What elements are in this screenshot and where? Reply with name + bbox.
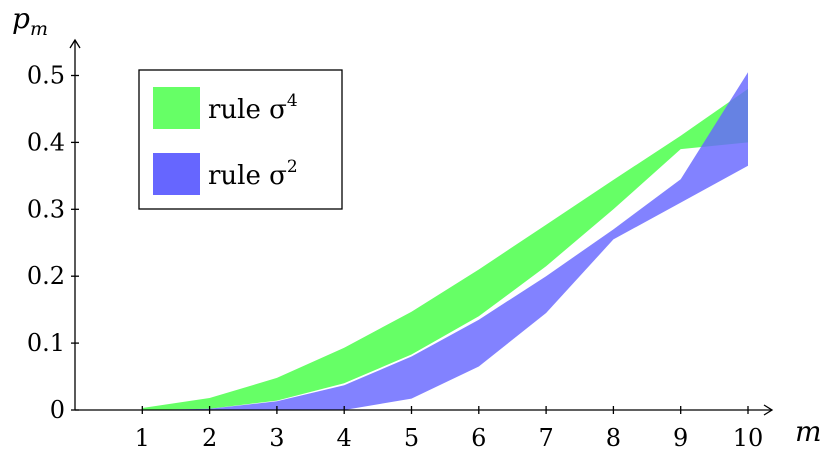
x-tick-label: 2 bbox=[202, 424, 217, 452]
legend-swatch-rule-sigma4 bbox=[153, 87, 200, 129]
x-tick-label: 6 bbox=[471, 424, 486, 452]
y-tick-label: 0.4 bbox=[27, 128, 65, 156]
x-axis-arrow bbox=[763, 404, 774, 416]
y-tick-label: 0.2 bbox=[27, 262, 65, 290]
legend-label-0-sup: 4 bbox=[287, 91, 298, 111]
x-tick-label: 7 bbox=[538, 424, 553, 452]
x-axis-label: m bbox=[795, 415, 822, 448]
x-axis: 1 2 3 4 5 6 7 8 9 10 m bbox=[75, 404, 822, 452]
y-axis-label-subscript: m bbox=[30, 18, 48, 40]
y-tick-label: 0.3 bbox=[27, 195, 65, 223]
x-ticks: 1 2 3 4 5 6 7 8 9 10 bbox=[135, 406, 764, 452]
legend-label-1-text: rule σ bbox=[208, 161, 287, 191]
x-tick-label: 9 bbox=[673, 424, 688, 452]
legend-label-0-text: rule σ bbox=[208, 95, 287, 125]
y-ticks: 0 0.1 0.2 0.3 0.4 0.5 bbox=[27, 62, 79, 424]
y-axis-arrow bbox=[69, 38, 81, 49]
y-axis: 0 0.1 0.2 0.3 0.4 0.5 pm bbox=[12, 2, 81, 424]
x-tick-label: 10 bbox=[733, 424, 764, 452]
data-bands bbox=[142, 72, 749, 411]
band-series-1 bbox=[142, 72, 749, 410]
x-tick-label: 8 bbox=[606, 424, 621, 452]
legend-label-rule-sigma2: rule σ2 bbox=[208, 157, 298, 191]
legend-label-rule-sigma4: rule σ4 bbox=[208, 91, 298, 125]
legend-label-1-sup: 2 bbox=[287, 157, 298, 177]
y-axis-label: pm bbox=[12, 2, 48, 40]
y-tick-label: 0.1 bbox=[27, 329, 65, 357]
y-tick-label: 0.5 bbox=[27, 62, 65, 90]
y-axis-label-main: p bbox=[12, 2, 30, 35]
x-tick-label: 1 bbox=[135, 424, 150, 452]
x-tick-label: 4 bbox=[337, 424, 352, 452]
y-tick-label: 0 bbox=[50, 396, 65, 424]
x-tick-label: 5 bbox=[404, 424, 419, 452]
x-tick-label: 3 bbox=[269, 424, 284, 452]
legend: rule σ4 rule σ2 bbox=[138, 69, 343, 210]
legend-swatch-rule-sigma2 bbox=[153, 153, 200, 195]
